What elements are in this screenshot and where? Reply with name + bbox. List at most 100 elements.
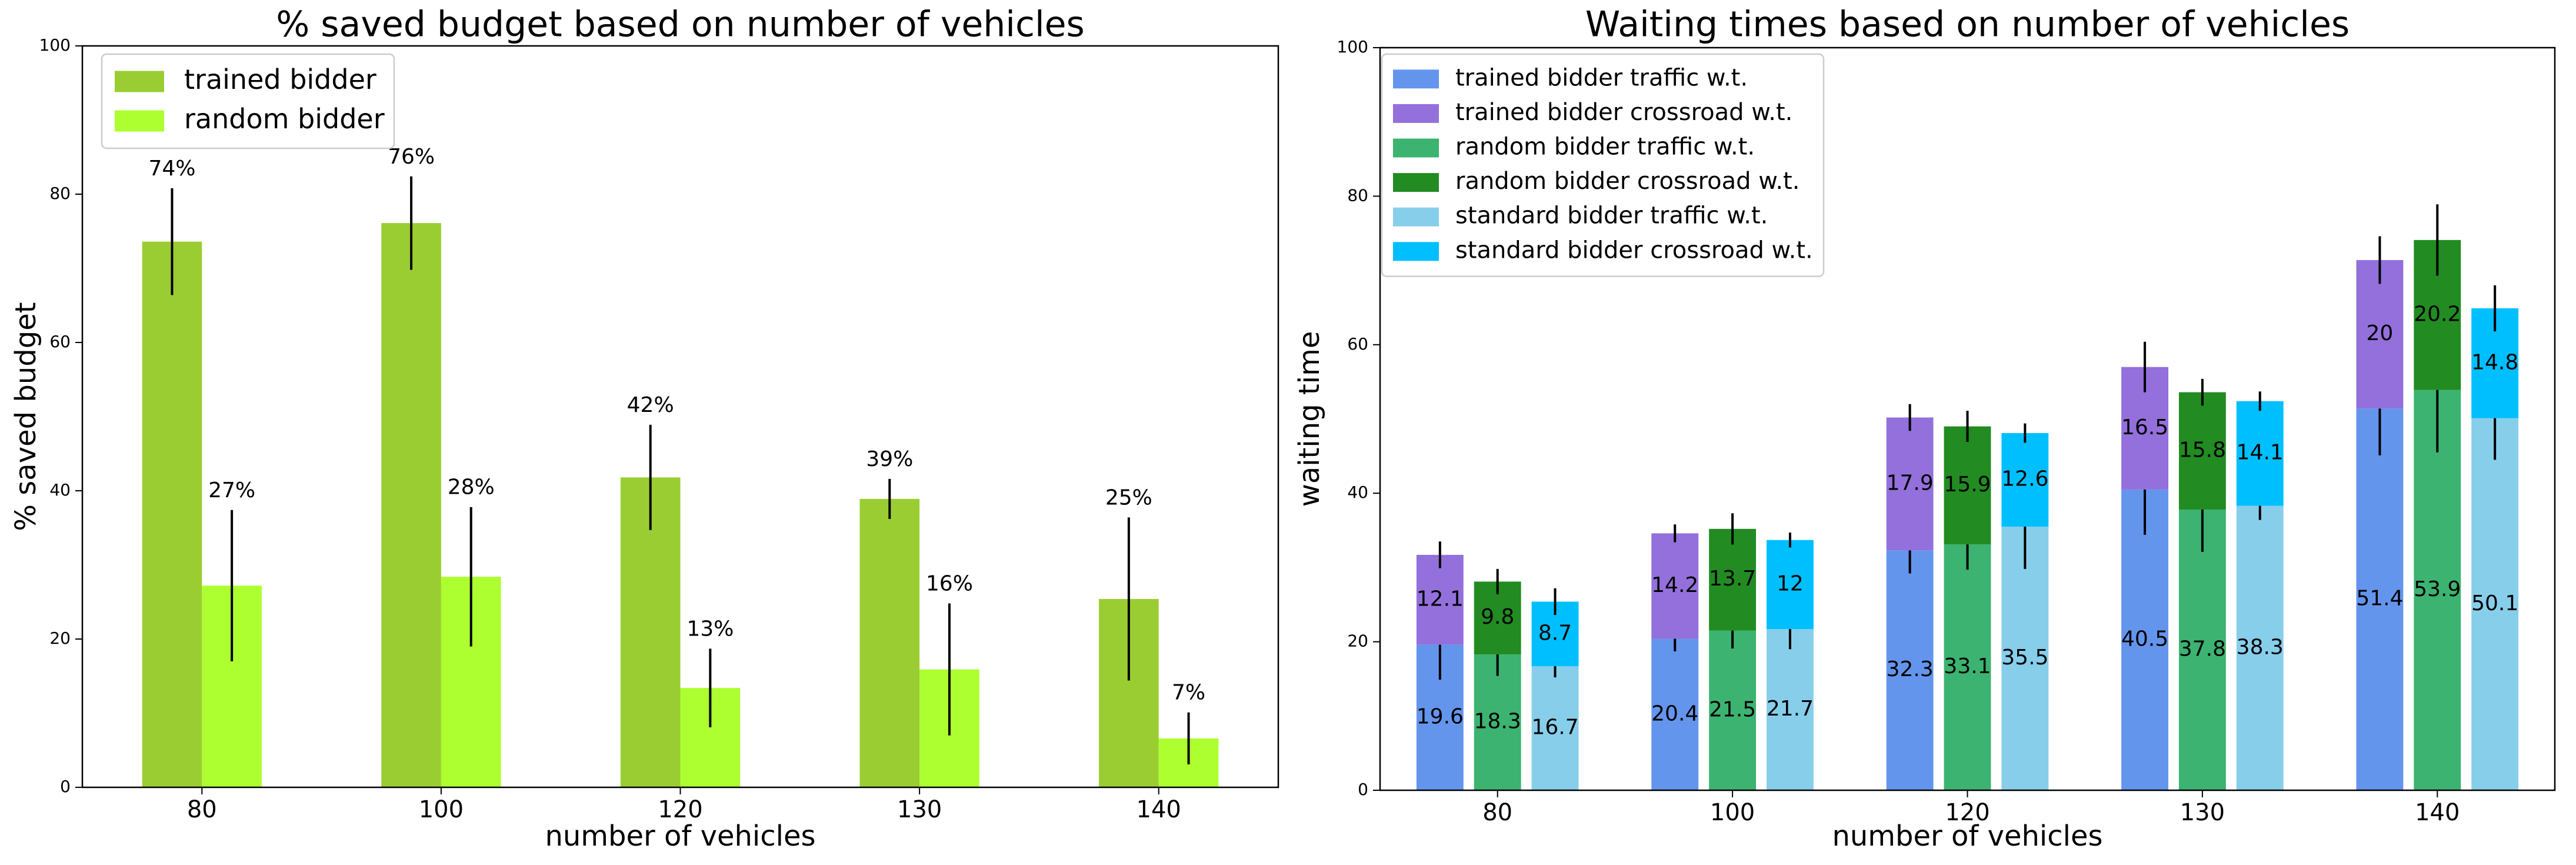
bar-segment bbox=[1709, 630, 1757, 790]
data-label: 19.6 bbox=[1417, 704, 1464, 728]
data-label: 53.9 bbox=[2414, 577, 2461, 601]
bar-segment bbox=[2471, 418, 2519, 790]
bar-segment bbox=[2356, 408, 2404, 790]
data-label: 14.2 bbox=[1651, 573, 1698, 597]
x-axis-label: number of vehicles bbox=[545, 820, 815, 853]
data-label: 15.9 bbox=[1944, 473, 1991, 497]
data-label: 21.7 bbox=[1767, 697, 1814, 721]
legend-box bbox=[101, 53, 395, 149]
bar-segment bbox=[1651, 638, 1699, 790]
y-tick-label: 100 bbox=[39, 35, 71, 55]
data-label: 33.1 bbox=[1944, 654, 1991, 678]
legend-label: random bidder bbox=[184, 103, 385, 135]
legend-swatch bbox=[1393, 104, 1439, 123]
bar-segment bbox=[2178, 509, 2226, 790]
y-tick-label: 60 bbox=[49, 332, 71, 351]
x-tick-label: 130 bbox=[897, 796, 942, 823]
y-tick-label: 0 bbox=[1358, 780, 1368, 799]
data-label: 39% bbox=[866, 447, 913, 471]
y-tick-label: 40 bbox=[1347, 483, 1368, 502]
y-tick-label: 40 bbox=[49, 480, 71, 500]
bar-segment bbox=[1709, 528, 1757, 631]
bar-segment bbox=[1886, 417, 1934, 551]
data-label: 20.4 bbox=[1651, 701, 1698, 726]
bar-segment bbox=[1474, 654, 1521, 790]
data-label: 14.8 bbox=[2471, 350, 2518, 374]
data-label: 16.5 bbox=[2121, 415, 2168, 440]
plot-frame bbox=[1379, 46, 2556, 791]
bar bbox=[381, 223, 441, 787]
bar-segment bbox=[1944, 544, 1991, 790]
plot-frame bbox=[81, 45, 1279, 789]
data-label: 21.5 bbox=[1709, 697, 1756, 721]
legend-swatch bbox=[1393, 207, 1439, 227]
legend-swatch bbox=[1393, 173, 1439, 192]
y-tick-label: 60 bbox=[1347, 334, 1368, 354]
legend-label: trained bidder crossroad w.t. bbox=[1455, 99, 1792, 126]
legend-label: standard bidder crossroad w.t. bbox=[1455, 237, 1813, 264]
data-label: 20.2 bbox=[2414, 302, 2461, 326]
legend-label: random bidder crossroad w.t. bbox=[1455, 168, 1799, 195]
legend-label: trained bidder traffic w.t. bbox=[1455, 64, 1748, 91]
x-tick-label: 80 bbox=[187, 796, 217, 823]
y-tick-label: 100 bbox=[1337, 37, 1368, 56]
bar-segment bbox=[1531, 666, 1579, 790]
y-tick-label: 20 bbox=[1347, 631, 1368, 651]
bar-segment bbox=[2178, 392, 2226, 510]
y-tick-label: 0 bbox=[60, 777, 71, 796]
legend-swatch bbox=[1393, 242, 1439, 261]
data-label: 25% bbox=[1105, 485, 1152, 510]
data-label: 20 bbox=[2367, 321, 2394, 345]
legend-label: trained bidder bbox=[184, 64, 376, 95]
x-tick-label: 140 bbox=[2415, 799, 2460, 826]
data-label: 50.1 bbox=[2471, 591, 2518, 616]
data-label: 17.9 bbox=[1887, 471, 1934, 495]
bar bbox=[142, 241, 202, 787]
x-tick-label: 100 bbox=[419, 796, 464, 823]
data-label: 18.3 bbox=[1474, 710, 1521, 734]
data-label: 32.3 bbox=[1887, 657, 1934, 681]
bar-segment bbox=[2001, 526, 2049, 790]
data-label: 40.5 bbox=[2121, 627, 2168, 651]
data-label: 16.7 bbox=[1531, 716, 1578, 740]
data-label: 12.1 bbox=[1417, 587, 1464, 611]
bar-segment bbox=[1944, 426, 1991, 545]
x-tick-label: 140 bbox=[1137, 796, 1181, 823]
data-label: 42% bbox=[627, 393, 674, 417]
data-label: 12.6 bbox=[2001, 467, 2048, 491]
x-tick-label: 120 bbox=[1945, 799, 1990, 826]
y-axis-label: waiting time bbox=[1293, 331, 1326, 507]
data-label: 13.7 bbox=[1709, 567, 1756, 591]
x-tick-label: 130 bbox=[2180, 799, 2225, 826]
data-label: 13% bbox=[687, 617, 734, 641]
data-label: 15.8 bbox=[2179, 438, 2226, 462]
bar-segment bbox=[2236, 505, 2284, 790]
data-label: 27% bbox=[208, 478, 255, 503]
bar-segment bbox=[1416, 554, 1464, 645]
data-label: 51.4 bbox=[2356, 587, 2403, 611]
bar-segment bbox=[1886, 550, 1934, 790]
x-axis-label: number of vehicles bbox=[1832, 820, 2102, 853]
legend-label: standard bidder traffic w.t. bbox=[1455, 202, 1768, 229]
bar-segment bbox=[1767, 629, 1814, 790]
bar-segment bbox=[2121, 489, 2168, 790]
legend-swatch bbox=[1393, 69, 1439, 89]
data-label: 76% bbox=[388, 145, 435, 169]
x-tick-label: 80 bbox=[1482, 799, 1512, 826]
x-tick-label: 120 bbox=[658, 796, 702, 823]
data-label: 38.3 bbox=[2237, 635, 2284, 659]
data-label: 9.8 bbox=[1481, 605, 1514, 629]
data-label: 7% bbox=[1172, 681, 1205, 705]
y-tick-label: 80 bbox=[1347, 185, 1368, 205]
data-label: 16% bbox=[926, 572, 973, 596]
data-label: 35.5 bbox=[2001, 646, 2048, 670]
bar-segment bbox=[1767, 540, 1814, 630]
y-tick-label: 20 bbox=[49, 628, 71, 648]
chart-title: % saved budget based on number of vehicl… bbox=[276, 4, 1085, 45]
bar-segment bbox=[2414, 390, 2461, 790]
y-tick-label: 80 bbox=[49, 184, 71, 203]
legend-box bbox=[1381, 53, 1825, 277]
legend-swatch bbox=[115, 71, 164, 92]
chart-title: Waiting times based on number of vehicle… bbox=[1585, 4, 2350, 45]
